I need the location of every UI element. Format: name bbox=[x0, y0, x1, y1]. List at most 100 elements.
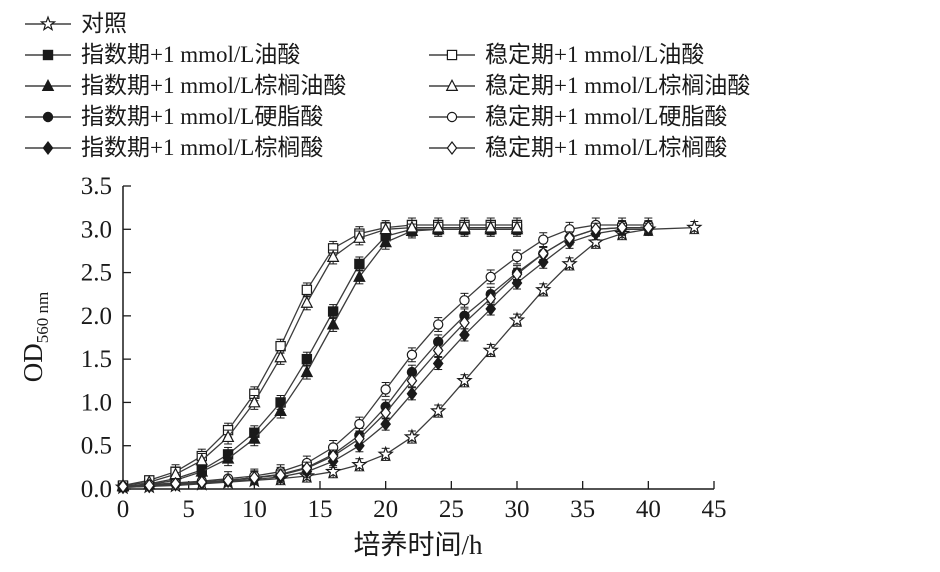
triangle-marker bbox=[274, 350, 287, 363]
y-tick-label: 3.5 bbox=[81, 173, 112, 200]
y-tick-label: 1.0 bbox=[81, 389, 112, 416]
x-tick-label: 30 bbox=[505, 496, 530, 523]
diamond-marker-icon bbox=[429, 140, 475, 155]
triangle-marker bbox=[41, 78, 55, 91]
diamond-marker bbox=[446, 140, 458, 155]
diamond-marker bbox=[432, 343, 444, 358]
diamond-marker bbox=[143, 478, 155, 493]
circle-marker bbox=[485, 271, 496, 283]
legend-label: 对照 bbox=[81, 11, 127, 36]
diamond-marker bbox=[196, 475, 208, 490]
legend-label: 稳定期+1 mmol/L硬脂酸 bbox=[485, 104, 728, 129]
triangle-marker bbox=[326, 249, 340, 262]
x-tick-label: 0 bbox=[117, 496, 130, 523]
circle-marker bbox=[459, 295, 470, 306]
diamond-marker bbox=[380, 417, 392, 432]
circle-marker bbox=[42, 111, 54, 122]
x-tick-label: 40 bbox=[636, 496, 661, 523]
legend-label: 稳定期+1 mmol/L棕榈酸 bbox=[485, 135, 728, 160]
star-marker bbox=[686, 218, 703, 235]
y-tick-label: 0.0 bbox=[81, 476, 112, 503]
triangle-marker bbox=[221, 430, 235, 443]
square-marker bbox=[327, 306, 339, 317]
x-tick-label: 35 bbox=[570, 496, 595, 523]
legend-item-stat-palmitoleic: 稳定期+1 mmol/L棕榈油酸 bbox=[428, 72, 750, 99]
star-marker bbox=[324, 463, 342, 479]
series-line-stat-palmitoleic bbox=[122, 226, 517, 487]
diamond-marker bbox=[406, 373, 418, 388]
legend-label: 稳定期+1 mmol/L油酸 bbox=[485, 42, 705, 67]
legend-item-exp-palmitic: 指数期+1 mmol/L棕榈酸 bbox=[24, 134, 418, 161]
x-axis-title: 培养时间/h bbox=[353, 530, 483, 560]
circle-marker-icon bbox=[25, 111, 71, 122]
diamond-marker bbox=[222, 473, 234, 488]
y-axis-title: OD560 nm bbox=[18, 292, 52, 382]
y-tick-label: 3.0 bbox=[81, 216, 112, 243]
diamond-marker bbox=[485, 291, 497, 306]
diamond-marker bbox=[170, 476, 181, 491]
star-marker bbox=[456, 372, 473, 388]
diamond-marker bbox=[511, 267, 523, 282]
legend-item-stat-palmitic: 稳定期+1 mmol/L棕榈酸 bbox=[428, 134, 750, 161]
diamond-marker bbox=[564, 230, 575, 245]
x-tick-label: 10 bbox=[242, 496, 267, 523]
x-tick-label: 20 bbox=[373, 496, 398, 523]
triangle-marker bbox=[445, 78, 459, 91]
diamond-marker-icon bbox=[25, 140, 71, 155]
star-marker bbox=[377, 445, 394, 462]
diamond-marker bbox=[642, 220, 654, 235]
legend-item-stat-stearic: 稳定期+1 mmol/L硬脂酸 bbox=[428, 103, 750, 130]
triangle-marker bbox=[274, 404, 287, 417]
star-marker bbox=[429, 402, 447, 419]
diamond-marker bbox=[117, 479, 129, 494]
square-marker bbox=[42, 49, 54, 60]
star-marker bbox=[39, 14, 57, 31]
triangle-marker bbox=[300, 295, 314, 308]
star-marker bbox=[587, 233, 605, 250]
triangle-marker bbox=[510, 220, 524, 233]
series-line-exp-oleic bbox=[122, 228, 517, 488]
circle-marker bbox=[354, 418, 365, 430]
legend-label: 指数期+1 mmol/L棕榈酸 bbox=[81, 135, 324, 160]
diamond-marker bbox=[590, 222, 602, 237]
legend-label: 稳定期+1 mmol/L棕榈油酸 bbox=[485, 73, 751, 98]
legend-item-exp-palmitoleic: 指数期+1 mmol/L棕榈油酸 bbox=[24, 72, 418, 99]
y-tick-label: 2.0 bbox=[81, 303, 112, 330]
star-marker bbox=[535, 281, 552, 297]
diamond-marker bbox=[406, 386, 418, 401]
triangle-marker bbox=[326, 317, 340, 330]
x-tick-label: 45 bbox=[702, 496, 727, 523]
series-line-stat-oleic bbox=[122, 224, 517, 487]
triangle-marker bbox=[353, 230, 366, 243]
diamond-marker bbox=[432, 356, 444, 371]
triangle-marker bbox=[300, 365, 314, 378]
diamond-marker bbox=[616, 220, 628, 235]
legend-item-exp-stearic: 指数期+1 mmol/L硬脂酸 bbox=[24, 103, 418, 130]
x-tick-label: 25 bbox=[439, 496, 464, 523]
triangle-marker bbox=[195, 453, 209, 466]
diamond-marker bbox=[459, 315, 470, 330]
legend-label: 指数期+1 mmol/L硬脂酸 bbox=[81, 104, 324, 129]
star-marker bbox=[482, 341, 499, 358]
triangle-marker bbox=[484, 220, 498, 233]
x-tick-label: 5 bbox=[182, 496, 195, 523]
legend-item-control: 对照 bbox=[24, 10, 750, 37]
circle-marker bbox=[380, 384, 391, 395]
legend-label: 指数期+1 mmol/L棕榈油酸 bbox=[81, 73, 347, 98]
star-marker-icon bbox=[25, 14, 71, 31]
triangle-marker-icon bbox=[429, 78, 475, 91]
circle-marker bbox=[511, 251, 523, 263]
diamond-marker bbox=[248, 470, 260, 485]
triangle-marker-icon bbox=[25, 78, 71, 91]
diamond-marker bbox=[459, 327, 470, 342]
plot-area: 0 5 10 15 20 25 30 35 40 45 0.0 0.5 1.0 1.5 2.0 2.5 3.0 3… bbox=[81, 173, 727, 523]
diamond-marker bbox=[301, 461, 313, 476]
star-marker bbox=[351, 456, 368, 472]
legend-item-stat-oleic: 稳定期+1 mmol/L油酸 bbox=[428, 41, 750, 68]
series-line-exp-palmitoleic bbox=[122, 228, 517, 488]
y-tick-label: 2.5 bbox=[81, 260, 112, 287]
x-tick-label: 15 bbox=[308, 496, 333, 523]
triangle-marker bbox=[405, 220, 419, 233]
